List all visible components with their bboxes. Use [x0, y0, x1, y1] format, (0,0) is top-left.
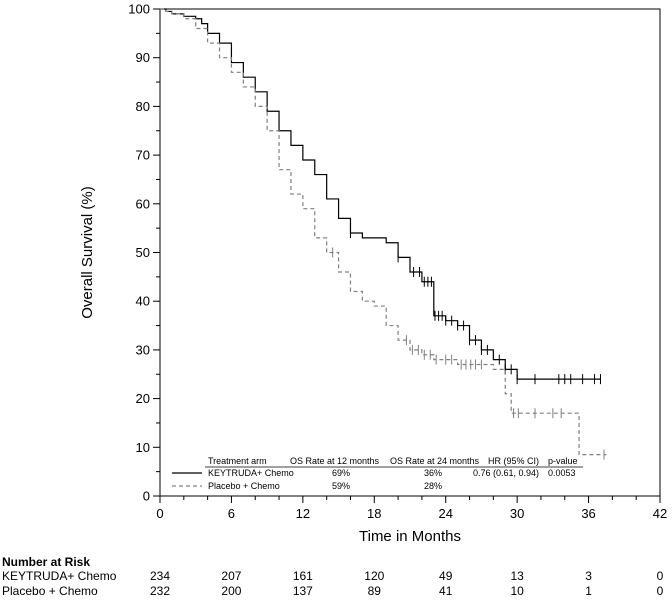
risk-value: 200	[221, 584, 241, 598]
plot-frame	[159, 8, 661, 497]
x-tick-label: 24	[438, 506, 452, 521]
y-tick-label: 50	[136, 245, 150, 260]
y-tick-label: 90	[136, 50, 150, 65]
y-tick-label: 60	[136, 196, 150, 211]
risk-value: 10	[510, 584, 524, 598]
risk-value: 207	[221, 569, 241, 583]
legend-cell: 36%	[424, 468, 442, 478]
legend-cell: 0.76 (0.61, 0.94)	[473, 468, 539, 478]
risk-value: 234	[150, 569, 170, 583]
x-tick-label: 0	[156, 506, 163, 521]
legend-header: p-value	[548, 456, 578, 466]
risk-value: 13	[510, 569, 524, 583]
legend-header: Treatment arm	[208, 456, 267, 466]
y-axis-title: Overall Survival (%)	[79, 186, 96, 319]
risk-table-title: Number at Risk	[2, 555, 90, 569]
legend-header: OS Rate at 24 months	[390, 456, 480, 466]
risk-value: 3	[585, 569, 592, 583]
risk-row-label: KEYTRUDA+ Chemo	[2, 569, 117, 583]
y-tick-label: 20	[136, 391, 150, 406]
y-tick-label: 100	[128, 2, 150, 17]
y-tick-label: 80	[136, 99, 150, 114]
x-axis-title: Time in Months	[359, 528, 461, 545]
risk-value: 1	[585, 584, 592, 598]
chart-axes: 0 10 20 30 40 50 60 70 80 90 100 0 6 12 18 24 30 36 42 Time…	[79, 2, 667, 546]
y-tick-label: 70	[136, 148, 150, 163]
y-tick-label: 0	[143, 489, 150, 504]
x-tick-label: 30	[510, 506, 524, 521]
y-tick-label: 30	[136, 342, 150, 357]
risk-value: 41	[439, 584, 453, 598]
legend-header: HR (95% CI)	[488, 456, 539, 466]
x-tick-label: 18	[367, 506, 381, 521]
legend-cell: 59%	[332, 481, 350, 491]
x-tick-label: 36	[581, 506, 595, 521]
x-tick-label: 6	[228, 506, 235, 521]
risk-value: 137	[293, 584, 313, 598]
legend-table: Treatment arm OS Rate at 12 months OS Rate…	[172, 456, 583, 491]
risk-value: 120	[364, 569, 384, 583]
x-tick-label: 42	[653, 506, 667, 521]
legend-header: OS Rate at 12 months	[290, 456, 380, 466]
risk-value: 0	[657, 584, 664, 598]
legend-cell: 69%	[332, 468, 350, 478]
risk-value: 0	[657, 569, 664, 583]
risk-value: 232	[150, 584, 170, 598]
risk-value: 49	[439, 569, 453, 583]
y-tick-label: 10	[136, 440, 150, 455]
x-tick-label: 12	[296, 506, 310, 521]
series-line-1	[160, 8, 601, 380]
legend-cell: KEYTRUDA+ Chemo	[208, 468, 294, 478]
risk-row-label: Placebo + Chemo	[2, 584, 98, 598]
legend-cell: 28%	[424, 481, 442, 491]
legend-cell: 0.0053	[548, 468, 576, 478]
series-line-2	[160, 8, 607, 456]
legend-cell: Placebo + Chemo	[208, 481, 280, 491]
risk-value: 161	[293, 569, 313, 583]
y-tick-label: 40	[136, 294, 150, 309]
survival-curves	[160, 8, 607, 460]
risk-value: 89	[368, 584, 382, 598]
